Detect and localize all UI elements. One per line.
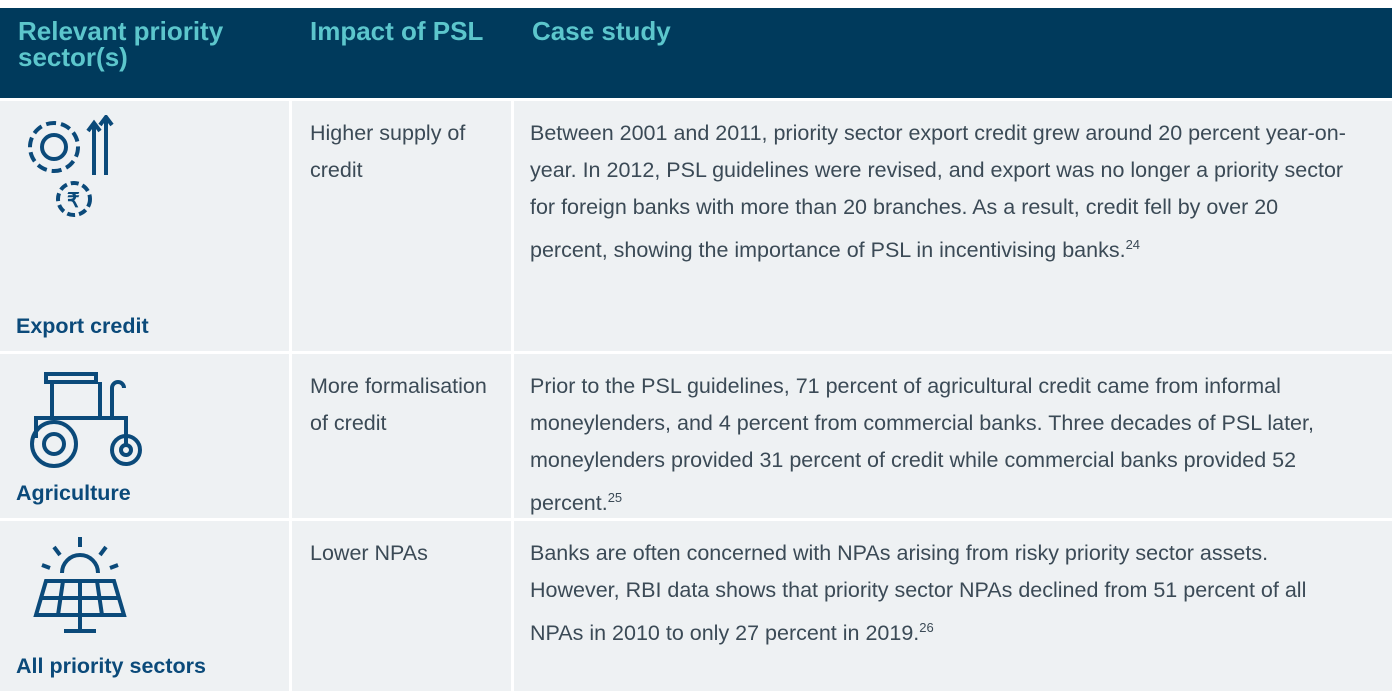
solar-icon — [33, 537, 127, 633]
case-text: Banks are often concerned with NPAs aris… — [530, 541, 1307, 645]
case-text: Between 2001 and 2011, priority sector e… — [530, 121, 1346, 262]
sector-cell: All priority sectors — [0, 521, 292, 691]
header-cell: Relevant priority sector(s) — [18, 16, 224, 72]
sector-label: Export credit — [16, 314, 149, 338]
impact-cell: Lower NPAs — [292, 521, 514, 691]
case-cell: Between 2001 and 2011, priority sector e… — [514, 101, 1392, 351]
table-row: ₹ Export credit Higher supply of credit Bet… — [0, 98, 1392, 351]
tractor-icon — [30, 372, 142, 468]
impact-cell: Higher supply of credit — [292, 101, 514, 351]
footnote-ref: 26 — [919, 620, 934, 635]
footnote-ref: 25 — [607, 490, 623, 505]
table: Relevant priority sector(s) Impact of PS… — [0, 8, 1392, 691]
header-cell: Impact of PSL — [310, 16, 484, 46]
svg-text:₹: ₹ — [67, 190, 80, 212]
sector-cell: ₹ Export credit — [0, 101, 292, 351]
table-row: All priority sectors Lower NPAs Banks are … — [0, 518, 1392, 691]
export-icon: ₹ — [28, 115, 114, 217]
table-body: ₹ Export credit Higher supply of credit Bet… — [0, 98, 1392, 691]
sector-cell: Agriculture — [0, 354, 292, 518]
footnote-ref: 24 — [1125, 237, 1141, 252]
header-row: Relevant priority sector(s) Impact of PS… — [0, 8, 1392, 98]
header-cell: Case study — [532, 16, 671, 46]
sector-label: Agriculture — [16, 481, 131, 505]
sector-label: All priority sectors — [16, 654, 206, 678]
table-row: Agriculture More formalisation of credit P… — [0, 351, 1392, 518]
impact-cell: More formalisation of credit — [292, 354, 514, 518]
case-cell: Prior to the PSL guidelines, 71 percent … — [514, 354, 1392, 518]
case-cell: Banks are often concerned with NPAs aris… — [514, 521, 1392, 691]
case-text: Prior to the PSL guidelines, 71 percent … — [530, 374, 1314, 515]
